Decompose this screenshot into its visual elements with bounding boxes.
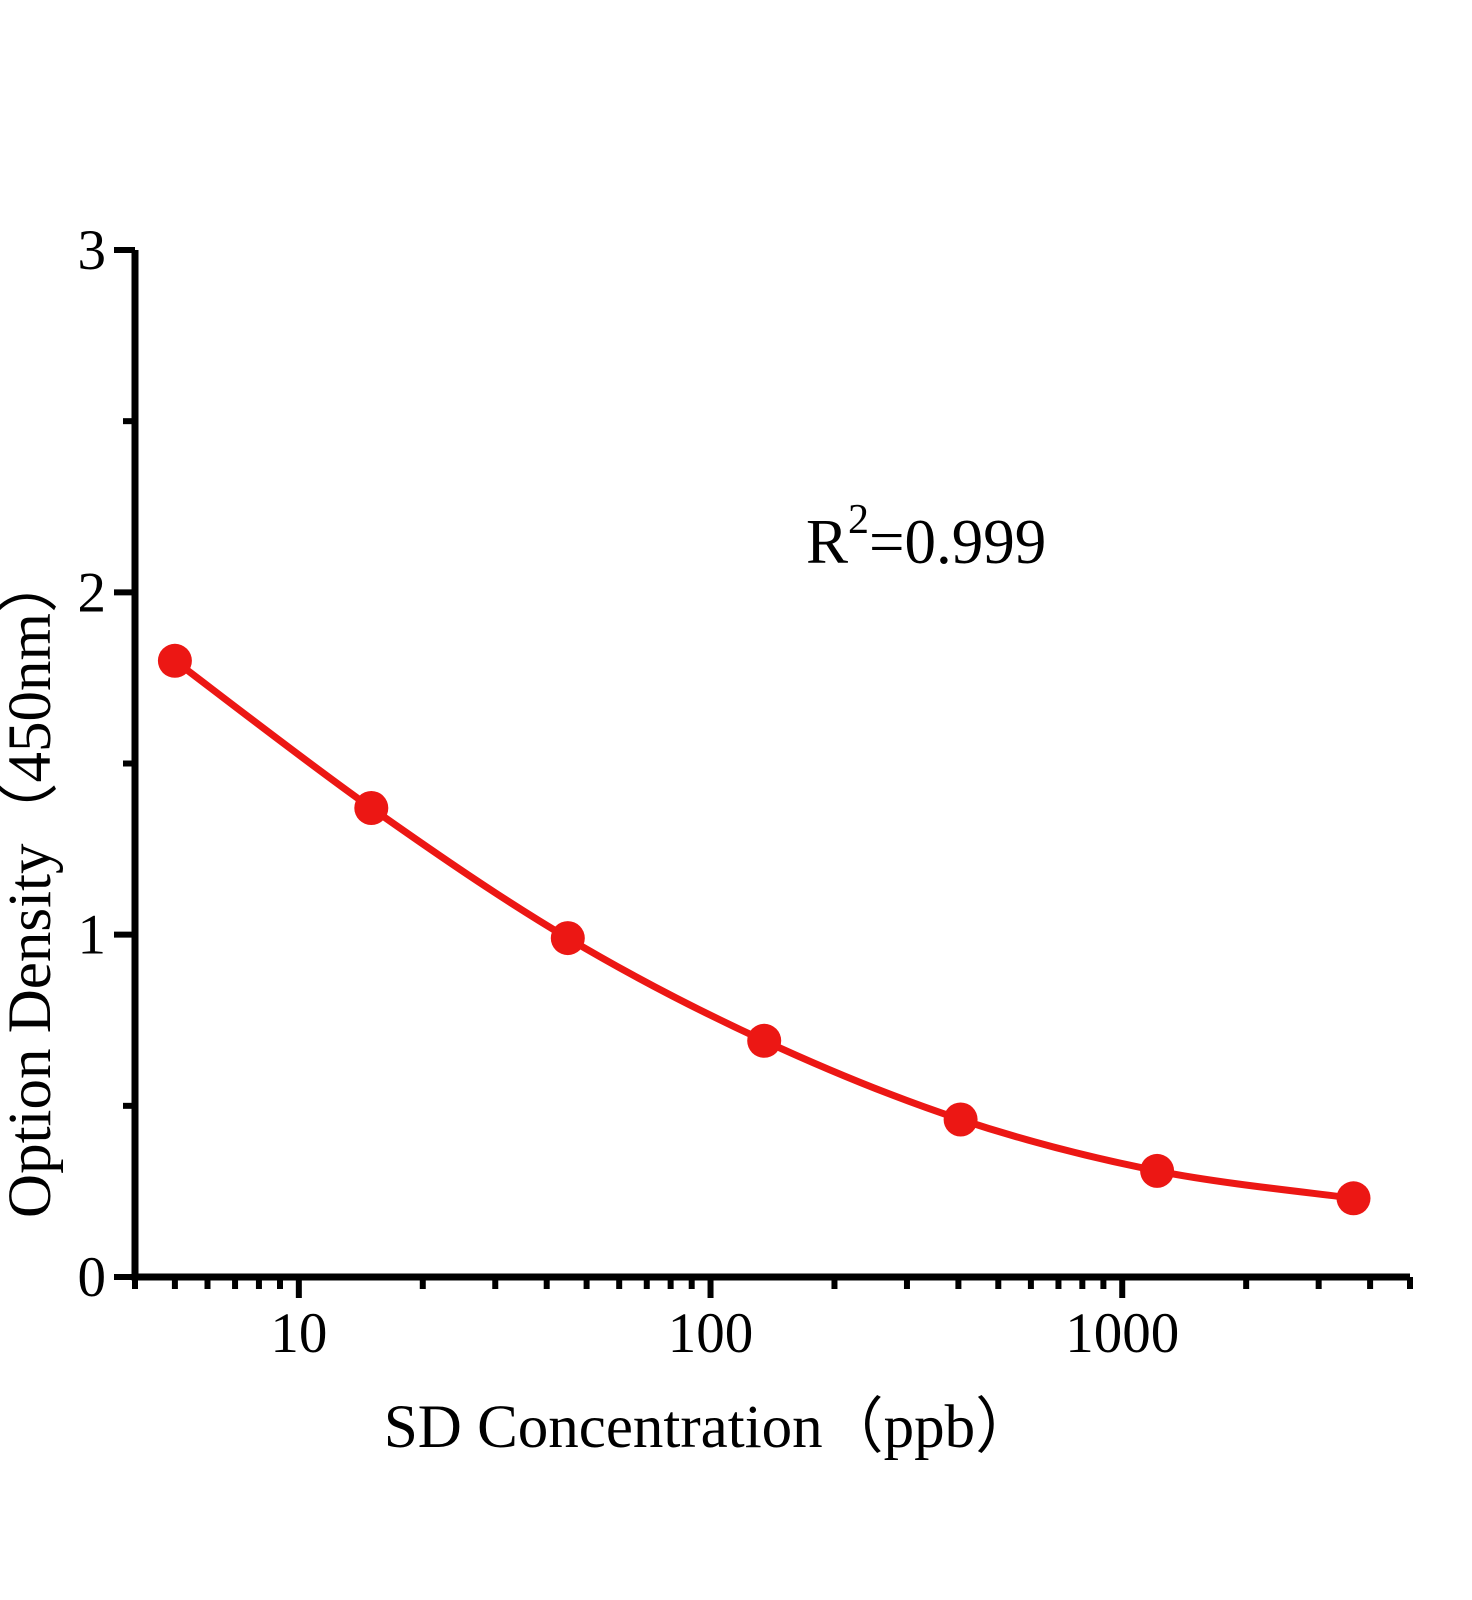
x-axis-title: SD Concentration（ppb） (384, 1394, 1036, 1461)
data-point (1140, 1153, 1175, 1188)
y-tick-label: 0 (78, 1246, 107, 1309)
x-tick-label: 100 (668, 1302, 754, 1365)
r-value: =0.999 (869, 507, 1046, 577)
data-point (747, 1023, 782, 1058)
y-axis-title: Option Density（450nm） (0, 552, 64, 1218)
data-point (943, 1102, 978, 1137)
data-point (550, 921, 585, 956)
x-tick-label: 1000 (1065, 1302, 1179, 1365)
x-tick-label: 10 (270, 1302, 327, 1365)
r-squared-annotation: R2=0.999 (806, 497, 1046, 577)
data-point (157, 643, 192, 678)
data-point (1336, 1181, 1371, 1216)
curve-line (171, 657, 1357, 1202)
data-point (354, 791, 389, 825)
r-label: R (806, 507, 848, 577)
y-tick-label: 3 (78, 219, 107, 282)
y-tick-label: 1 (78, 904, 107, 967)
y-tick-label: 2 (78, 561, 107, 624)
r-superscript: 2 (848, 497, 869, 543)
